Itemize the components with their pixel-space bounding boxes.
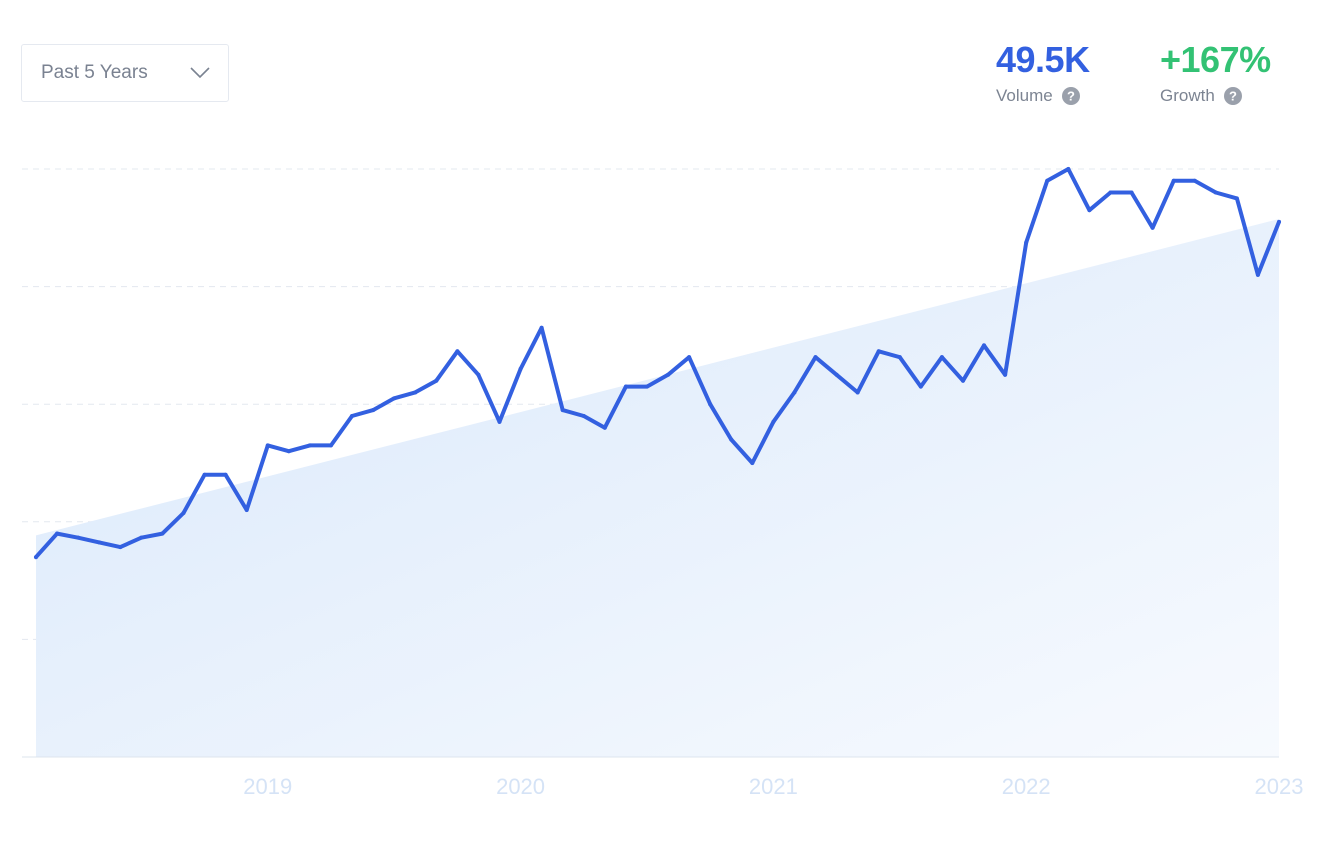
svg-text:?: ? xyxy=(1067,89,1075,104)
volume-label: Volume xyxy=(996,86,1053,105)
data-point xyxy=(476,372,481,377)
series-line xyxy=(34,167,1281,560)
data-point xyxy=(792,390,797,395)
timeframe-label: Past 5 Years xyxy=(41,62,148,83)
x-tick-label: 2019 xyxy=(243,774,292,799)
data-point xyxy=(581,413,586,418)
data-point xyxy=(960,378,965,383)
data-point xyxy=(982,343,987,348)
question-circle-icon[interactable]: ? xyxy=(1061,87,1080,105)
data-point xyxy=(876,349,881,354)
data-point xyxy=(813,355,818,360)
data-point xyxy=(392,396,397,401)
growth-value: +167% xyxy=(1160,39,1271,80)
data-point xyxy=(371,408,376,413)
data-point xyxy=(1129,190,1134,195)
timeframe-dropdown[interactable]: Past 5 Years xyxy=(21,44,229,102)
x-tick-label: 2021 xyxy=(749,774,798,799)
data-point xyxy=(1045,178,1050,183)
data-point xyxy=(708,402,713,407)
data-point xyxy=(939,355,944,360)
x-tick-label: 2022 xyxy=(1002,774,1051,799)
data-point xyxy=(623,384,628,389)
data-point xyxy=(455,349,460,354)
data-point xyxy=(434,378,439,383)
data-point xyxy=(139,535,144,540)
chevron-down-icon xyxy=(190,67,210,79)
data-point xyxy=(1150,225,1155,230)
x-tick-labels: 2019 2020 2021 2022 2023 xyxy=(243,774,1303,799)
data-point xyxy=(855,390,860,395)
data-point xyxy=(1024,240,1029,245)
data-point xyxy=(644,384,649,389)
data-point xyxy=(602,425,607,430)
data-point xyxy=(307,443,312,448)
data-point xyxy=(265,443,270,448)
volume-value: 49.5K xyxy=(996,39,1090,80)
data-point xyxy=(223,472,228,477)
growth-stat: +167% Growth ? xyxy=(1160,38,1271,106)
data-point xyxy=(729,437,734,442)
data-point xyxy=(97,540,102,545)
data-point xyxy=(1255,272,1260,277)
data-point xyxy=(328,443,333,448)
data-point xyxy=(834,372,839,377)
data-point xyxy=(160,531,165,536)
data-point xyxy=(497,419,502,424)
data-point xyxy=(1003,372,1008,377)
data-point xyxy=(687,355,692,360)
data-point xyxy=(76,535,81,540)
data-point xyxy=(55,531,60,536)
data-point xyxy=(518,366,523,371)
x-tick-label: 2023 xyxy=(1255,774,1304,799)
data-point xyxy=(1108,190,1113,195)
data-point xyxy=(286,449,291,454)
data-point xyxy=(34,555,38,560)
data-point xyxy=(539,325,544,330)
trend-area xyxy=(36,218,1279,758)
data-point xyxy=(118,545,123,550)
data-point xyxy=(413,390,418,395)
data-points xyxy=(34,167,1281,560)
x-tick-label: 2020 xyxy=(496,774,545,799)
data-point xyxy=(560,408,565,413)
data-point xyxy=(1234,196,1239,201)
data-point xyxy=(244,508,249,513)
data-point xyxy=(1213,190,1218,195)
data-point xyxy=(181,510,186,515)
growth-label: Growth xyxy=(1160,86,1215,105)
data-point xyxy=(1087,208,1092,213)
svg-text:?: ? xyxy=(1229,89,1237,104)
question-circle-icon[interactable]: ? xyxy=(1223,87,1242,105)
data-point xyxy=(1277,219,1281,224)
data-point xyxy=(918,384,923,389)
data-point xyxy=(350,413,355,418)
data-point xyxy=(897,355,902,360)
data-point xyxy=(1171,178,1176,183)
data-point xyxy=(202,472,207,477)
data-point xyxy=(1066,167,1071,171)
data-point xyxy=(750,461,755,465)
data-point xyxy=(1192,178,1197,183)
data-point xyxy=(771,419,776,424)
volume-stat: 49.5K Volume ? xyxy=(996,38,1090,106)
data-point xyxy=(666,372,671,377)
